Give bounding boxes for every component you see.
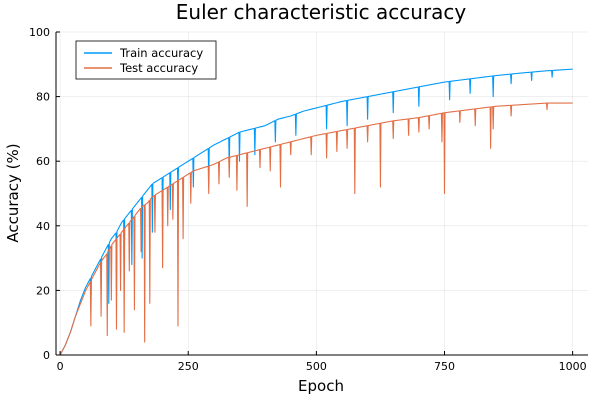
y-tick-label: 80 [36,91,50,104]
tick-labels: 0 250 500 750 1000 0 20 40 60 80 100 [29,26,587,373]
chart-title: Euler characteristic accuracy [176,0,467,24]
series-line-1 [59,102,573,356]
y-tick-label: 0 [43,349,50,362]
series-lines [59,68,573,356]
x-tick-label: 0 [57,360,64,373]
y-tick-label: 100 [29,26,50,39]
x-tick-label: 250 [178,360,199,373]
x-tick-label: 1000 [559,360,587,373]
y-tick-label: 40 [36,220,50,233]
series-line-0 [59,68,573,356]
y-axis-label: Accuracy (%) [4,143,22,242]
legend-label-1: Test accuracy [119,61,198,75]
y-tick-label: 60 [36,155,50,168]
x-tick-label: 500 [306,360,327,373]
x-tick-label: 750 [434,360,455,373]
legend-label-0: Train accuracy [119,46,203,60]
y-tick-label: 20 [36,284,50,297]
grid [56,31,588,356]
x-axis-label: Epoch [298,377,344,395]
axes [55,31,588,356]
legend-box [75,40,217,80]
